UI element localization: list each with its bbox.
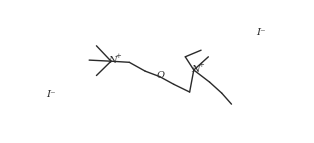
Text: O: O xyxy=(156,71,165,80)
Text: N: N xyxy=(191,65,199,74)
Text: I⁻: I⁻ xyxy=(46,90,56,99)
Text: +: + xyxy=(115,52,121,60)
Text: N: N xyxy=(108,56,116,65)
Text: I⁻: I⁻ xyxy=(256,28,266,37)
Text: +: + xyxy=(198,61,204,69)
